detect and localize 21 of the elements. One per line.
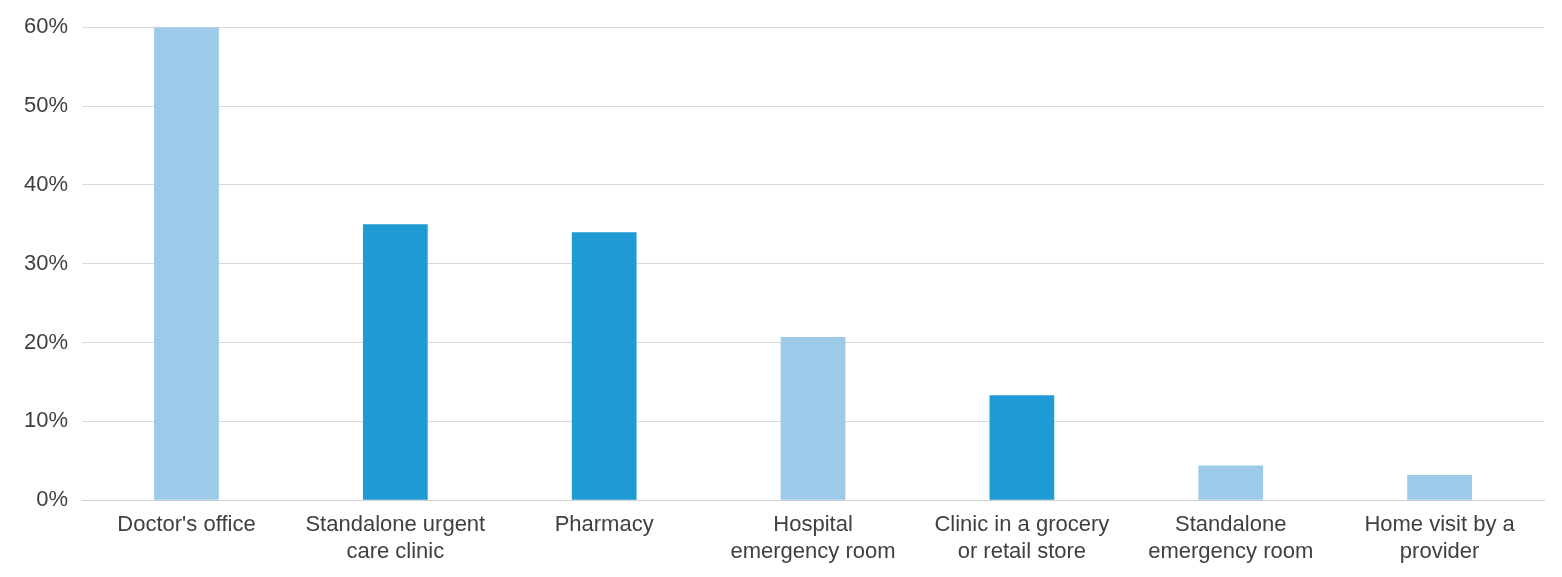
bar — [571, 232, 637, 500]
bar — [362, 224, 428, 500]
y-tick-label: 0% — [36, 486, 69, 512]
y-tick-label: 60% — [23, 13, 69, 39]
y-tick-label: 10% — [23, 407, 69, 433]
x-tick-label: Hospital emergency room — [730, 511, 896, 563]
x-tick-label: Clinic in a grocery or retail store — [934, 511, 1110, 563]
y-tick-label: 20% — [23, 328, 69, 354]
bar — [154, 27, 219, 500]
x-tick-label: Doctor's office — [117, 511, 256, 537]
y-tick-label: 30% — [23, 249, 69, 275]
bar — [989, 395, 1055, 500]
bar — [780, 337, 846, 500]
bar — [1407, 474, 1472, 500]
x-tick-label: Home visit by a provider — [1364, 511, 1516, 563]
x-tick-label: Pharmacy — [554, 511, 654, 537]
x-tick-label: Standalone emergency room — [1148, 511, 1314, 563]
bar — [1198, 465, 1264, 500]
y-tick-label: 40% — [23, 170, 69, 196]
x-tick-label: Standalone urgent care clinic — [305, 511, 486, 563]
y-tick-label: 50% — [23, 92, 69, 118]
